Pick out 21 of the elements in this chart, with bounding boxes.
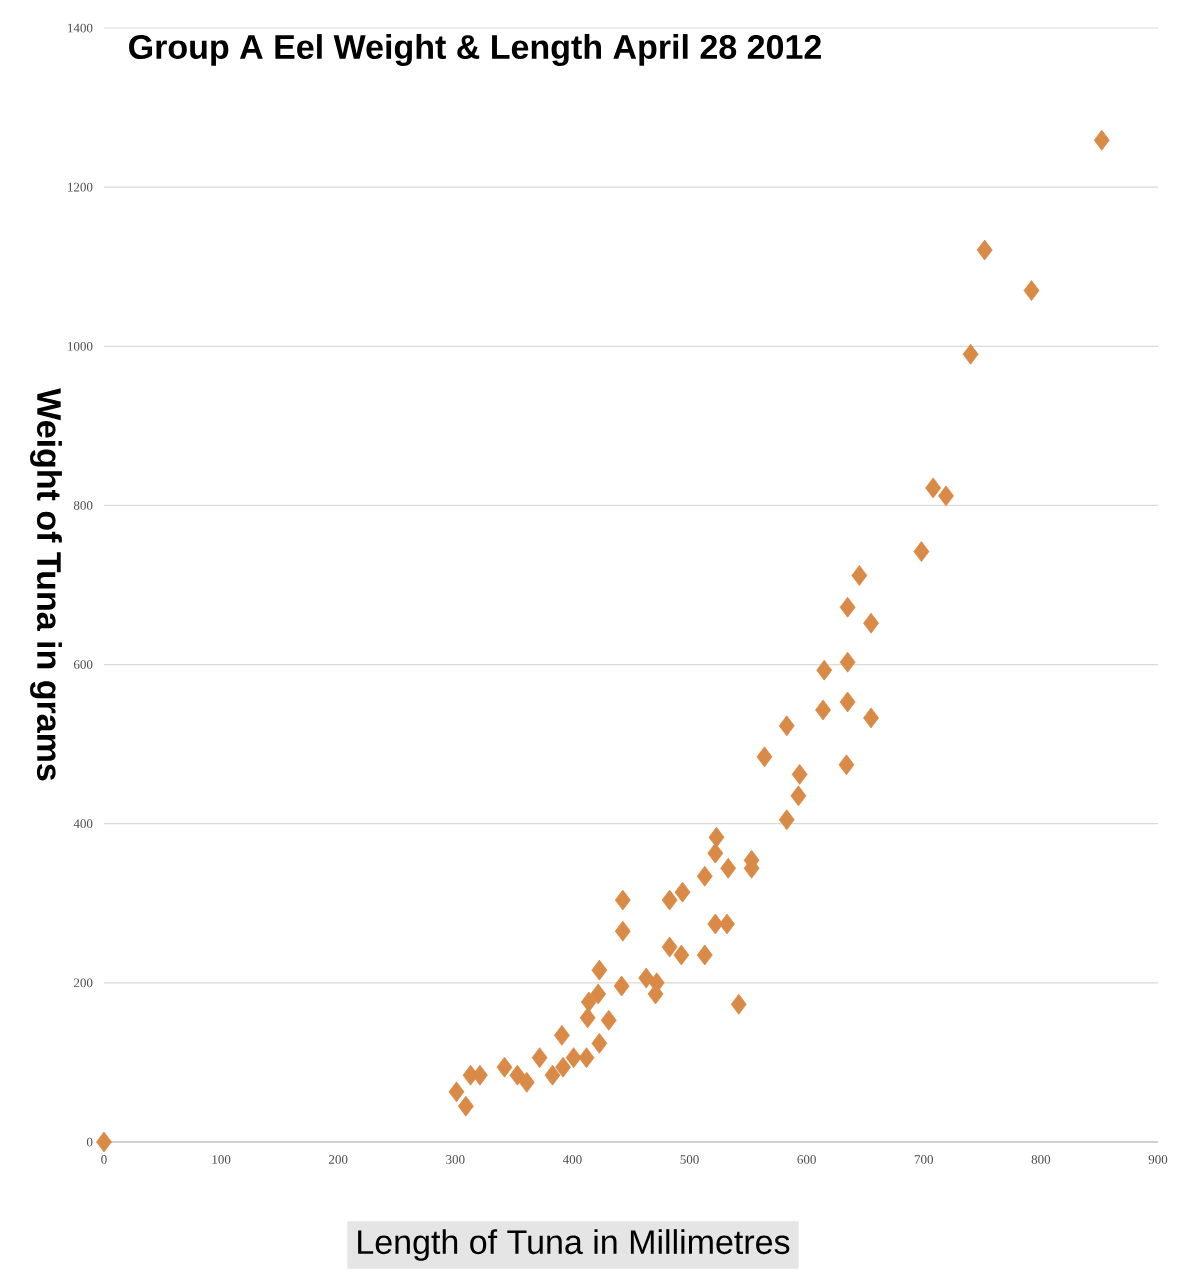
x-tick-label: 600 — [797, 1155, 816, 1164]
y-tick-label: 1000 — [68, 341, 93, 351]
y-tick-label: 1200 — [68, 182, 93, 192]
x-tick-label: 900 — [1148, 1155, 1168, 1164]
x-axis-title: Length of Tuna in Millimetres — [358, 1229, 790, 1261]
y-tick-label: 0 — [86, 1137, 93, 1147]
y-tick-label: 1400 — [68, 23, 93, 33]
x-tick-label: 300 — [446, 1155, 465, 1164]
x-tick-label: 0 — [101, 1155, 107, 1164]
x-tick-label: 500 — [680, 1155, 699, 1164]
chart-title: Group A Eel Weight & Length April 28 2012 — [129, 34, 821, 66]
y-tick-label: 200 — [74, 978, 93, 988]
x-tick-label: 800 — [1031, 1155, 1051, 1164]
x-tick-label: 400 — [562, 1155, 582, 1164]
x-tick-label: 700 — [914, 1155, 934, 1164]
y-tick-label: 400 — [73, 819, 93, 829]
x-tick-label: 100 — [212, 1155, 231, 1164]
y-tick-label: 600 — [74, 660, 93, 669]
y-tick-label: 800 — [73, 501, 93, 510]
y-axis-title: Weight of Tuna in grams — [30, 388, 62, 781]
x-tick-label: 200 — [329, 1155, 348, 1164]
